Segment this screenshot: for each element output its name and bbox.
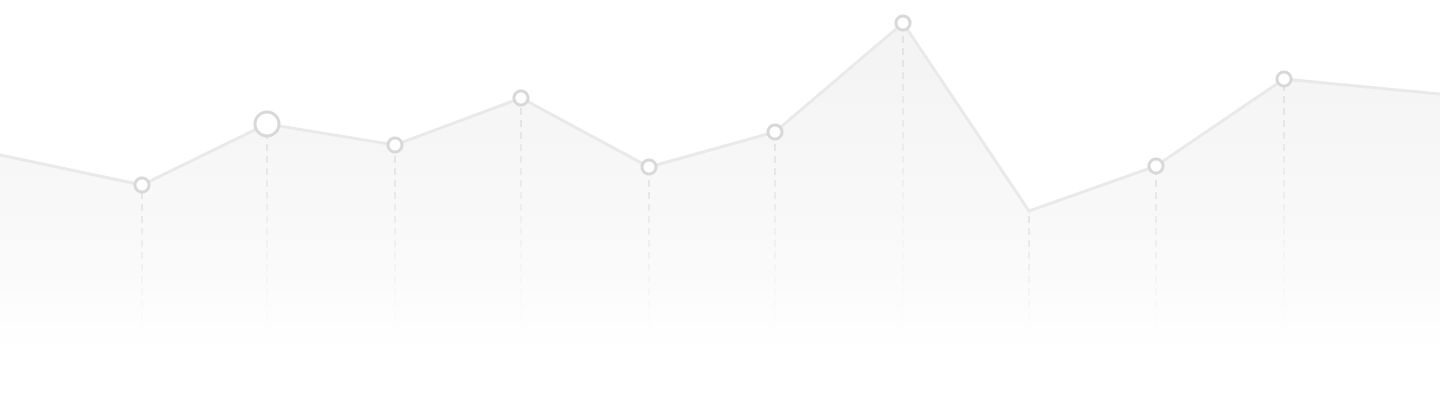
drop-line	[520, 98, 522, 340]
line	[0, 21, 1440, 213]
marker	[894, 14, 912, 32]
drop-line	[1283, 79, 1285, 340]
marker	[1275, 70, 1293, 88]
marker	[1147, 157, 1165, 175]
drop-line	[774, 132, 776, 340]
marker	[512, 89, 530, 107]
drop-line	[902, 23, 904, 340]
drop-line	[1155, 166, 1157, 340]
marker	[766, 123, 784, 141]
marker	[133, 176, 151, 194]
area	[0, 23, 1440, 350]
marker	[253, 110, 281, 138]
drop-line	[141, 185, 143, 340]
drop-line	[1028, 211, 1030, 340]
marker	[640, 158, 658, 176]
drop-line	[648, 167, 650, 340]
drop-line	[266, 124, 268, 340]
marker	[386, 136, 404, 154]
drop-line	[394, 145, 396, 340]
